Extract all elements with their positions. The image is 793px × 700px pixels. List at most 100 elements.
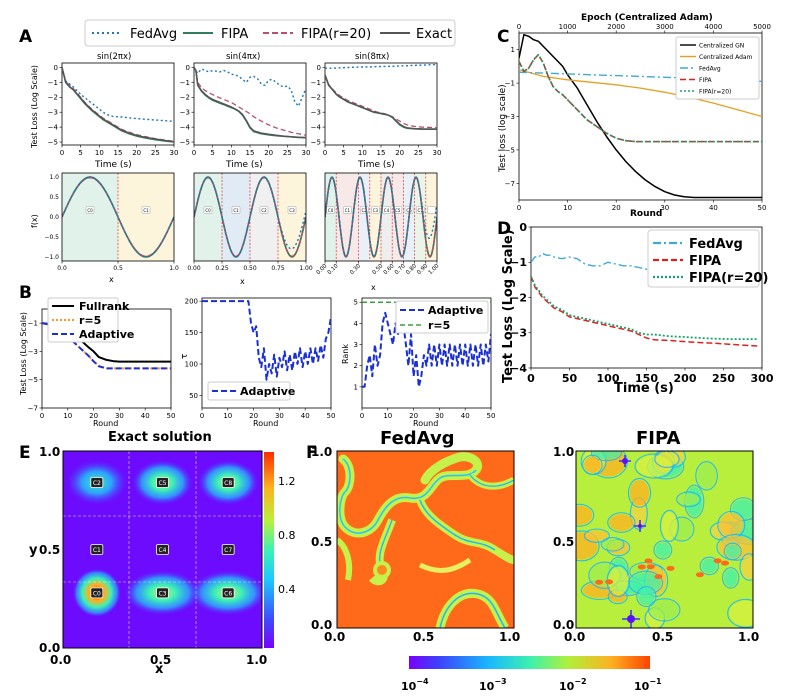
panel-f-fipa-hotspot bbox=[721, 560, 730, 566]
B-loss-ytick-label-0: −1 bbox=[28, 320, 38, 328]
A-func-3-region-5 bbox=[392, 173, 404, 261]
C-xtick-label-0: 0 bbox=[517, 204, 521, 212]
svg-text:0.5: 0.5 bbox=[311, 535, 332, 549]
panel-f-fipa-contour bbox=[607, 512, 636, 533]
panel-e-client-box-c7 bbox=[221, 544, 235, 555]
panel-f-fipa-hotspot bbox=[605, 579, 614, 585]
panel-e-client-label-c1: C1 bbox=[93, 547, 101, 554]
A-loss-1-ytick-label-1: −1 bbox=[48, 79, 58, 87]
svg-text:10−3: 10−3 bbox=[479, 677, 507, 693]
panel-e-client-box-c3 bbox=[156, 587, 169, 599]
B-rank-ytick-label-3: 4 bbox=[354, 320, 359, 328]
panel-f-fipa-cell bbox=[650, 600, 679, 620]
A-loss-1-series-fedavg bbox=[62, 67, 174, 123]
A-func-1-xtick-label-0: 0.0 bbox=[57, 265, 67, 272]
A-func-2-client-box-0 bbox=[203, 206, 213, 214]
A-loss-3-axes bbox=[324, 62, 438, 146]
panel-a-title-3: sin(8πx) bbox=[355, 52, 389, 62]
panel-b-legend-label-fullrank: Fullrank bbox=[79, 300, 130, 313]
C-ticks: 0 10 20 30 40 50 1 −1 −3 −5 −7 bbox=[505, 46, 767, 212]
panel-label-b: B bbox=[19, 283, 32, 303]
A-func-3-client-label-7: C7 bbox=[418, 208, 424, 213]
B-tau-xtick-label-0: 0 bbox=[200, 412, 204, 420]
A-loss-1-axes bbox=[61, 62, 175, 146]
D-ytick-label-2: −2 bbox=[510, 291, 527, 304]
A-func-2-client-box-2 bbox=[259, 206, 269, 214]
A-func-1-ytick-label-3: −0.5 bbox=[44, 234, 59, 241]
C-top-xtick-label-5: 5000 bbox=[753, 23, 771, 31]
panel-b-xlabel-2: Round bbox=[253, 419, 278, 428]
C-xtick-label-3: 30 bbox=[660, 204, 669, 212]
panel-b-xlabel-1: Round bbox=[93, 419, 118, 428]
panel-f-fipa-cell bbox=[630, 572, 662, 593]
A-func-1-client-box-0 bbox=[85, 206, 95, 214]
A-loss-2-xtick-label-2: 10 bbox=[227, 149, 236, 157]
panel-f-colorbar bbox=[409, 656, 650, 669]
panel-a-top-xlabel-1: Time (s) bbox=[94, 160, 132, 170]
C-xtick-label-5: 50 bbox=[758, 204, 767, 212]
A-func-1-ytick-label-0: 1.0 bbox=[49, 174, 59, 181]
panel-e-ticks: 1.0 0.5 0.0 0.0 0.5 1.0 bbox=[39, 445, 267, 667]
panel-f-title-fedavg: FedAvg bbox=[380, 428, 455, 449]
A-loss-2-ticks: 0 5 10 15 20 25 30 0 −1 −2 −3 −4 −5 bbox=[180, 64, 311, 157]
A-func-3-client-box-0 bbox=[326, 206, 335, 214]
B-loss-ytick-label-3: −7 bbox=[28, 404, 38, 412]
A-func-3-xtick-label-8: 1.00 bbox=[428, 263, 441, 276]
C-ytick-label-1: −1 bbox=[505, 80, 515, 88]
A-func-3-client-label-0: C0 bbox=[328, 208, 334, 213]
panel-b-rank-legend: Adaptive r=5 bbox=[395, 300, 489, 334]
A-loss-2-ytick-label-3: −3 bbox=[180, 109, 190, 117]
A-loss-3-series-fedavg bbox=[325, 63, 437, 69]
B-tau-ytick-label-0: 50 bbox=[189, 392, 198, 400]
D-xtick-label-4: 200 bbox=[674, 372, 697, 385]
panel-c-legend-label-4: FIPA(r=20) bbox=[699, 89, 731, 96]
panel-e-client-box-c1 bbox=[90, 544, 104, 555]
A-loss-3-xtick-label-3: 15 bbox=[377, 149, 386, 157]
A-func-3-client-label-2: C2 bbox=[362, 208, 368, 213]
A-func-2-xtick-label-2: 0.50 bbox=[243, 265, 257, 272]
D-xtick-label-1: 50 bbox=[562, 372, 578, 385]
panel-d-legend-label-1: FIPA bbox=[689, 254, 721, 269]
A-loss-2-ytick-label-2: −2 bbox=[180, 94, 190, 102]
panel-f-fedavg-heatmap bbox=[337, 451, 514, 628]
panel-e-client-label-c8: C8 bbox=[224, 480, 232, 487]
A-loss-2-xtick-label-1: 5 bbox=[210, 149, 214, 157]
D-xtick-label-5: 250 bbox=[712, 372, 735, 385]
panel-b-legend-label-adaptive: Adaptive bbox=[79, 328, 134, 341]
B-loss-xtick-label-5: 50 bbox=[167, 412, 176, 420]
A-loss-1-frame bbox=[61, 62, 175, 146]
A-loss-1-ticks: 0 5 10 15 20 25 30 0 −1 −2 −3 −4 −5 bbox=[48, 64, 179, 157]
svg-text:0.5: 0.5 bbox=[150, 653, 171, 667]
B-tau-xtick-label-4: 40 bbox=[301, 412, 310, 420]
svg-text:0.0: 0.0 bbox=[50, 653, 71, 667]
A-loss-2-frame bbox=[193, 62, 307, 146]
panel-e-colorbar-tick-1p2: 1.2 bbox=[278, 475, 296, 488]
panel-f-fipa-hotspot bbox=[654, 574, 663, 580]
B-tau-xtick-label-3: 30 bbox=[275, 412, 284, 420]
A-func-2-client-label-1: C1 bbox=[233, 208, 239, 213]
D-xtick-label-3: 150 bbox=[635, 372, 658, 385]
panel-d-legend-label-0: FedAvg bbox=[689, 237, 743, 252]
panel-f-fipa-cell bbox=[741, 555, 753, 579]
panel-e-title: Exact solution bbox=[108, 430, 212, 445]
panel-a-title-2: sin(4πx) bbox=[226, 52, 260, 62]
B-rank-xtick-label-5: 50 bbox=[487, 412, 496, 420]
A-loss-2-ytick-label-0: 0 bbox=[186, 64, 190, 72]
panel-f-fipa-cell bbox=[585, 530, 608, 541]
A-loss-2-series-fipa-r-20- bbox=[194, 67, 306, 136]
panel-f-fipa-cell bbox=[731, 499, 753, 520]
panel-a-title-1: sin(2πx) bbox=[97, 52, 131, 62]
A-loss-1-xtick-label-3: 15 bbox=[114, 149, 123, 157]
panel-f-fipa-cell bbox=[602, 539, 623, 550]
A-func-3-xtick-label-0: 0.00 bbox=[316, 263, 329, 276]
B-rank-ytick-label-1: 2 bbox=[354, 362, 358, 370]
B-rank-ticks: 0 10 20 30 40 50 1 2 3 4 5 bbox=[354, 299, 496, 420]
panel-f-fipa-contour bbox=[576, 503, 595, 527]
C-xtick-label-4: 40 bbox=[709, 204, 718, 212]
A-loss-2-xtick-label-0: 0 bbox=[192, 149, 196, 157]
A-func-2-curve-fedavg bbox=[194, 176, 306, 258]
panel-c-legend: Centralized GN Centralized Adam FedAvg FIPA… bbox=[675, 36, 760, 100]
C-top-xtick-label-3: 3000 bbox=[656, 23, 674, 31]
B-loss-xtick-label-1: 10 bbox=[63, 412, 72, 420]
panel-e-client-label-c3: C3 bbox=[158, 590, 166, 597]
